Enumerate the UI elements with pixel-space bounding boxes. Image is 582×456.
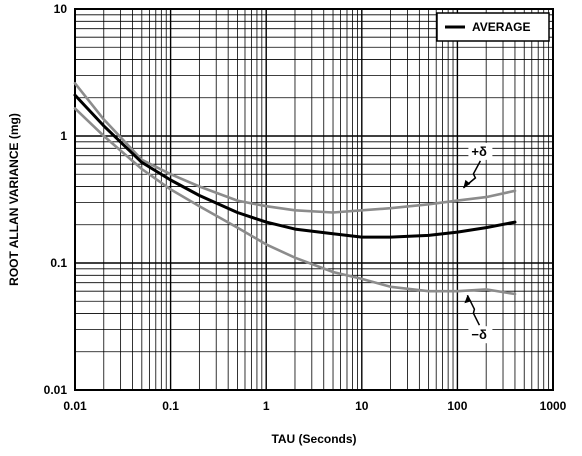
annotation-plus-arrowhead (463, 179, 471, 188)
annotation-plus-arrow (462, 160, 482, 189)
x-tick-label: 0.1 (162, 399, 179, 413)
plot-frame (74, 8, 554, 391)
annotation-minus-delta: −δ (464, 294, 493, 344)
annotation-minus-arrowhead (464, 295, 472, 304)
annotation-minus-bg (468, 326, 493, 344)
x-axis-title: TAU (Seconds) (271, 432, 356, 446)
x-tick-label: 0.01 (63, 399, 87, 413)
x-tick-label: 10 (355, 399, 369, 413)
y-tick-label: 1 (60, 129, 67, 143)
x-tick-label: 100 (447, 399, 467, 413)
series-layer (73, 82, 517, 296)
legend-label-average: AVERAGE (472, 20, 530, 34)
annotation-minus-label: −δ (471, 327, 487, 342)
legend: AVERAGE (436, 12, 550, 42)
x-tick-label: 1000 (540, 399, 567, 413)
annotation-plus-bg (468, 142, 493, 160)
y-tick-label: 10 (54, 2, 68, 16)
series-line-lower-bound (73, 107, 517, 296)
series-line-upper-bound (73, 82, 517, 214)
y-tick-label: 0.01 (44, 383, 68, 397)
series-line-average (73, 93, 517, 239)
annotation-minus-arrow (466, 294, 481, 326)
y-tick-label: 0.1 (50, 256, 67, 270)
tick-labels: 0.01 0.1 1 10 100 1000 0.01 0.1 1 10 (44, 2, 567, 413)
annotation-plus-delta: +δ (462, 142, 493, 189)
y-axis-title: ROOT ALLAN VARIANCE (mg) (7, 113, 21, 286)
x-tick-label: 1 (263, 399, 270, 413)
annotation-plus-label: +δ (471, 144, 487, 159)
